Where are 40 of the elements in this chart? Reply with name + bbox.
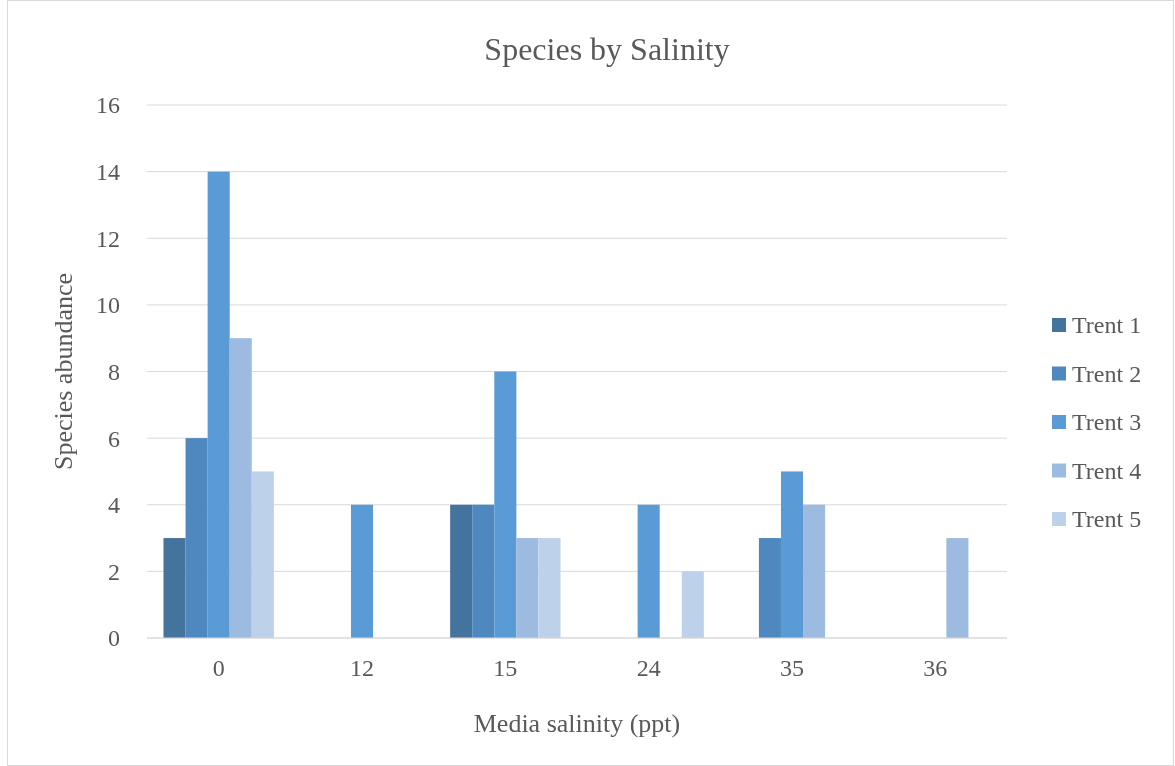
- bar: [538, 538, 561, 638]
- y-tick-label: 8: [108, 358, 120, 385]
- y-tick-label: 2: [108, 558, 120, 585]
- x-tick-label: 24: [636, 655, 661, 681]
- bar: [450, 504, 473, 638]
- y-tick-label: 10: [96, 292, 120, 319]
- x-tick-label: 0: [212, 655, 225, 681]
- bar: [803, 504, 826, 638]
- bar: [350, 504, 374, 638]
- x-tick-label: 36: [923, 655, 948, 681]
- legend-label: Trent 2: [1072, 360, 1142, 387]
- bar: [681, 571, 704, 638]
- bar: [780, 471, 804, 638]
- chart-title: Species by Salinity: [484, 31, 730, 67]
- y-tick-label: 12: [96, 225, 120, 252]
- legend-label: Trent 1: [1072, 312, 1142, 339]
- y-tick-label: 0: [108, 625, 120, 652]
- bar: [472, 504, 495, 638]
- bar: [163, 538, 186, 638]
- bar: [251, 471, 274, 638]
- bar: [229, 338, 252, 638]
- y-tick-label: 4: [108, 492, 120, 519]
- legend-label: Trent 5: [1072, 506, 1142, 533]
- bar: [494, 371, 517, 638]
- x-tick-label: 35: [780, 655, 804, 681]
- y-tick-label: 16: [96, 92, 120, 119]
- y-tick-label: 14: [96, 159, 120, 186]
- y-axis-title: Species abundance: [49, 272, 78, 471]
- x-tick-label: 12: [350, 655, 374, 681]
- bar: [946, 538, 969, 638]
- legend-label: Trent 4: [1072, 457, 1142, 484]
- y-tick-label: 6: [108, 425, 120, 452]
- x-axis-title: Media salinity (ppt): [473, 709, 681, 738]
- bar: [207, 171, 230, 638]
- bar: [516, 538, 539, 638]
- x-tick-label: 15: [493, 655, 518, 681]
- bar: [637, 504, 660, 638]
- legend-label: Trent 3: [1072, 409, 1142, 436]
- bar: [185, 438, 208, 638]
- bar: [758, 538, 781, 638]
